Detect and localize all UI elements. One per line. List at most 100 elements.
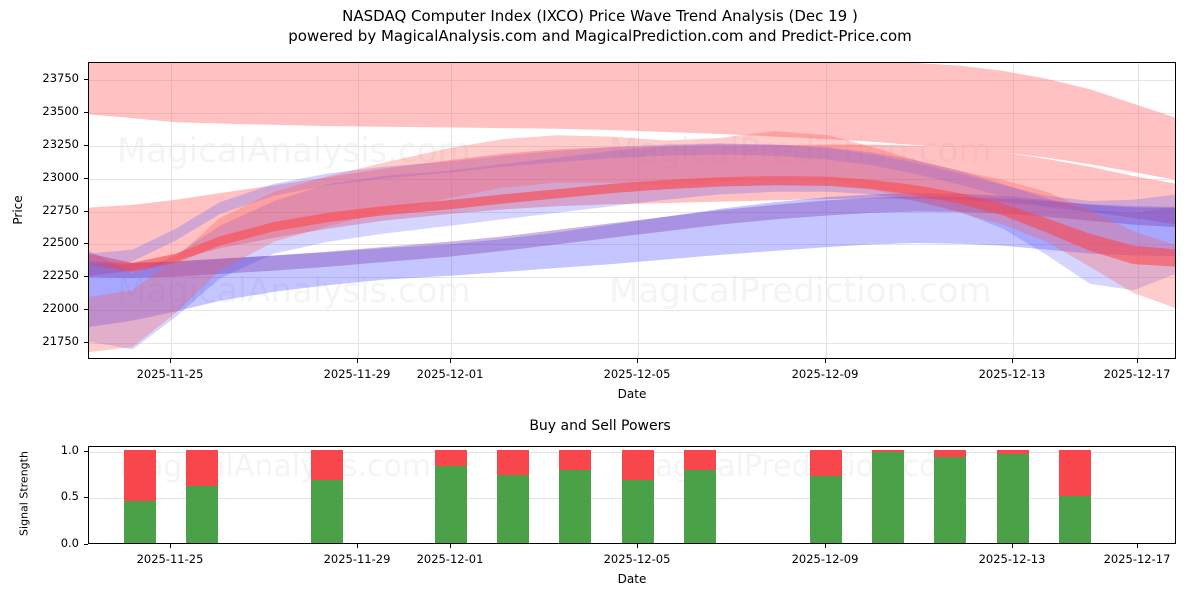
signal-bar[interactable] (996, 449, 1029, 543)
signal-ytick-label: 0.0 (60, 536, 79, 550)
signal-bar[interactable] (1058, 449, 1091, 543)
main-gridline-v (451, 63, 452, 358)
main-gridline-v (826, 63, 827, 358)
signal-xtick-label: 2025-11-25 (136, 552, 204, 566)
wave-band-blue-lower-band (89, 193, 1175, 328)
signal-bar[interactable] (622, 449, 655, 543)
signal-ytick-mark (84, 497, 88, 499)
title-line-1: NASDAQ Computer Index (IXCO) Price Wave … (342, 7, 858, 25)
main-xaxis-label: Date (617, 387, 647, 401)
buy-power-segment (497, 474, 530, 543)
main-gridline-v (638, 63, 639, 358)
watermark-prediction-3: MagicalPrediction.com (629, 449, 967, 484)
buy-power-segment (311, 480, 344, 543)
main-ytick-mark (84, 276, 88, 278)
main-xtick-mark (170, 359, 171, 363)
wave-band-red-mid-band (89, 144, 1175, 276)
main-gridline-h (89, 310, 1175, 312)
signal-xaxis-label: Date (617, 572, 647, 586)
main-gridline-v (171, 63, 172, 358)
main-ytick-mark (84, 243, 88, 245)
main-ytick-mark (84, 177, 88, 179)
signal-bar[interactable] (933, 449, 966, 543)
watermark-analysis-3: MagicalAnalysis.com (119, 449, 431, 484)
buy-power-segment (559, 470, 592, 543)
main-gridline-h (89, 244, 1175, 246)
buy-power-segment (622, 480, 655, 543)
signal-xtick-mark (450, 544, 451, 548)
buy-power-segment (684, 470, 717, 543)
signal-chart-title-wrap: Buy and Sell Powers (0, 418, 1200, 435)
buy-sell-powers-chart: MagicalAnalysis.com MagicalPrediction.com (88, 446, 1176, 544)
signal-ytick-mark (84, 450, 88, 452)
signal-chart-title: Buy and Sell Powers (529, 418, 671, 434)
main-xtick-mark (825, 359, 826, 363)
signal-xtick-label: 2025-12-17 (1103, 552, 1171, 566)
signal-ytick-label: 1.0 (60, 442, 79, 457)
main-xtick-mark (450, 359, 451, 363)
signal-xtick-mark (357, 544, 358, 548)
main-xtick-label: 2025-12-01 (416, 367, 484, 381)
wave-band-blue-wave-rising (89, 143, 1175, 350)
buy-power-segment (124, 501, 157, 543)
main-ytick-label: 22500 (42, 235, 79, 250)
signal-xtick-label: 2025-12-05 (603, 552, 671, 566)
main-gridline-h (89, 178, 1175, 180)
main-ytick-mark (84, 79, 88, 81)
signal-bar[interactable] (124, 449, 157, 543)
main-ytick-label: 22250 (42, 268, 79, 283)
main-xtick-mark (357, 359, 358, 363)
buy-power-segment (435, 465, 468, 543)
wave-band-red-thin-wave (89, 176, 1175, 272)
main-xtick-label: 2025-12-17 (1103, 367, 1171, 381)
main-ytick-label: 23750 (42, 71, 79, 86)
main-xtick-label: 2025-12-09 (791, 367, 859, 381)
main-xtick-label: 2025-12-05 (603, 367, 671, 381)
signal-bar[interactable] (559, 449, 592, 543)
main-ytick-mark (84, 309, 88, 311)
main-xtick-mark (1137, 359, 1138, 363)
main-gridline-h (89, 80, 1175, 82)
price-wave-chart: MagicalAnalysis.comMagicalPrediction.com… (88, 62, 1176, 359)
signal-xtick-mark (170, 544, 171, 548)
signal-bar[interactable] (497, 449, 530, 543)
main-xtick-mark (637, 359, 638, 363)
signal-ytick-label: 0.5 (60, 489, 79, 504)
signal-bar[interactable] (435, 449, 468, 543)
signal-bar[interactable] (311, 449, 344, 543)
main-gridline-v (1138, 63, 1139, 358)
buy-power-segment (186, 486, 219, 543)
wave-band-red-upper-outer (89, 63, 1175, 180)
main-ytick-label: 22750 (42, 202, 79, 217)
main-xtick-label: 2025-11-25 (136, 367, 204, 381)
main-ytick-label: 23250 (42, 136, 79, 151)
main-xtick-label: 2025-12-13 (978, 367, 1046, 381)
signal-bar[interactable] (684, 449, 717, 543)
main-gridline-h (89, 112, 1175, 114)
buy-power-segment (871, 452, 904, 543)
price-wave-bands (89, 63, 1175, 353)
signal-xtick-label: 2025-12-13 (978, 552, 1046, 566)
signal-xtick-mark (637, 544, 638, 548)
main-gridline-h (89, 342, 1175, 344)
main-ytick-label: 23000 (42, 169, 79, 184)
main-ytick-label: 22000 (42, 301, 79, 316)
page-title: NASDAQ Computer Index (IXCO) Price Wave … (0, 6, 1200, 46)
main-ytick-mark (84, 210, 88, 212)
main-gridline-h (89, 277, 1175, 279)
signal-bar[interactable] (809, 449, 842, 543)
signal-ytick-mark (84, 544, 88, 545)
signal-xtick-mark (825, 544, 826, 548)
main-ytick-mark (84, 341, 88, 343)
main-gridline-h (89, 211, 1175, 213)
wave-band-red-ripple-late (89, 131, 1175, 353)
buy-power-segment (1058, 496, 1091, 543)
signal-xtick-label: 2025-11-29 (323, 552, 391, 566)
signal-bar[interactable] (186, 449, 219, 543)
wave-band-purple-core-band (89, 196, 1175, 278)
buy-power-segment (996, 454, 1029, 543)
signal-bar[interactable] (871, 449, 904, 543)
main-ytick-label: 21750 (42, 333, 79, 348)
main-gridline-h (89, 145, 1175, 147)
main-ytick-label: 23500 (42, 103, 79, 118)
